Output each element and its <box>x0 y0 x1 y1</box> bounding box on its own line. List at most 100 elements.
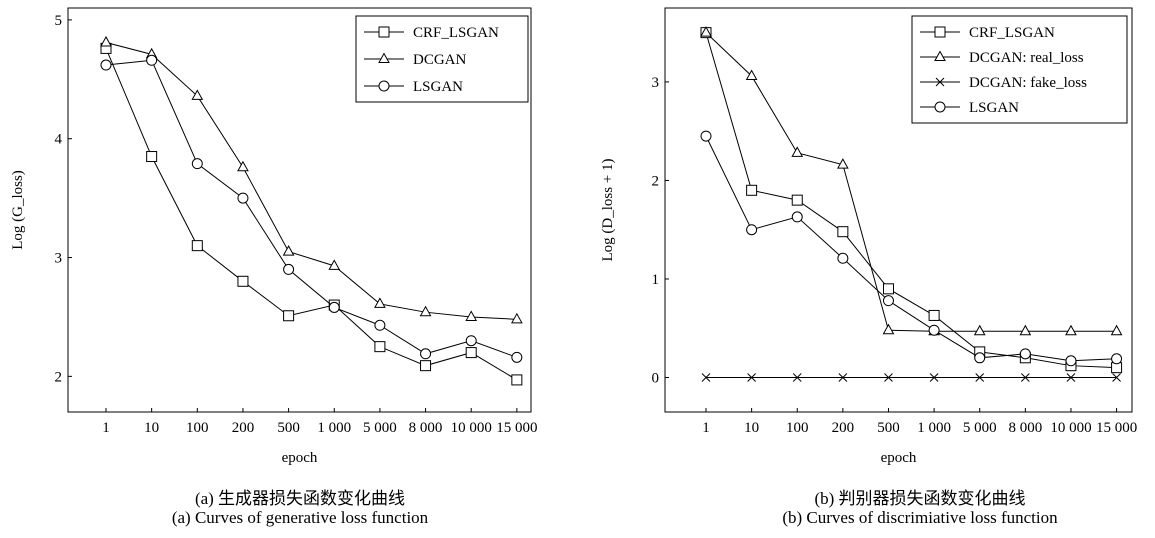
legend-label: CRF_LSGAN <box>969 25 1055 41</box>
caption-b-cn: (b) 判别器损失函数变化曲线 <box>814 489 1026 508</box>
data-point <box>1065 324 1077 336</box>
data-point <box>1019 324 1032 336</box>
data-point <box>838 373 848 382</box>
data-point <box>374 319 386 331</box>
data-point <box>745 69 758 80</box>
x-tick-label: 1 <box>102 420 110 436</box>
data-point <box>747 373 756 382</box>
legend-label: DCGAN: fake_loss <box>969 75 1087 91</box>
data-point <box>837 226 849 238</box>
y-tick-label: 1 <box>652 272 660 288</box>
x-axis-label: epoch <box>881 450 917 466</box>
x-tick-label: 1 <box>702 420 710 436</box>
series-line <box>105 48 518 381</box>
data-point <box>882 295 894 307</box>
data-point <box>1110 324 1123 336</box>
x-tick-label: 200 <box>832 420 855 436</box>
data-point <box>419 305 432 317</box>
data-point <box>700 26 712 37</box>
x-tick-label: 10 <box>144 420 159 436</box>
data-point <box>420 348 432 360</box>
data-point <box>701 373 711 382</box>
data-point <box>374 297 386 308</box>
data-point <box>792 373 802 382</box>
data-point <box>837 252 849 264</box>
y-axis-label: Log (D_loss + 1) <box>600 158 616 261</box>
y-axis-label: Log (G_loss) <box>10 170 26 250</box>
legend-marker <box>378 52 390 63</box>
data-point <box>237 275 249 287</box>
legend-label: DCGAN: real_loss <box>969 50 1084 66</box>
axis-frame <box>664 7 1133 413</box>
legend-label: LSGAN <box>969 100 1019 116</box>
axis-frame <box>67 7 532 413</box>
x-tick-label: 15 000 <box>1096 420 1137 436</box>
caption-b-en: (b) Curves of discrimiative loss functio… <box>782 508 1058 527</box>
y-tick-label: 2 <box>55 369 63 385</box>
data-point <box>146 54 158 66</box>
x-tick-label: 200 <box>232 420 255 436</box>
data-point <box>511 351 523 363</box>
x-tick-label: 100 <box>786 420 809 436</box>
data-point <box>1020 373 1030 382</box>
data-point <box>884 373 893 382</box>
data-point <box>928 324 940 336</box>
data-point <box>283 263 295 275</box>
data-point <box>328 301 340 313</box>
caption-a-cn: (a) 生成器损失函数变化曲线 <box>194 489 406 508</box>
data-point <box>746 184 758 196</box>
series-dcgan-fake-loss <box>701 373 1121 382</box>
y-tick-label: 3 <box>55 251 63 267</box>
data-point <box>282 245 295 256</box>
data-point <box>328 259 341 270</box>
legend-label: DCGAN <box>413 52 467 68</box>
legend-label: LSGAN <box>413 79 463 95</box>
data-point <box>791 211 803 223</box>
data-point <box>746 224 758 236</box>
legend-box <box>911 15 1128 124</box>
series-line <box>705 135 1117 362</box>
x-tick-label: 500 <box>877 420 900 436</box>
legend-marker <box>934 50 946 61</box>
data-point <box>100 59 112 71</box>
data-point <box>929 373 939 382</box>
data-point <box>465 310 478 321</box>
data-point <box>511 374 523 386</box>
series-lsgan <box>100 54 523 363</box>
y-tick-label: 2 <box>652 173 660 189</box>
data-point <box>791 194 803 206</box>
data-point <box>882 323 895 335</box>
series-line <box>705 32 1117 332</box>
data-point <box>465 335 477 347</box>
data-point <box>973 324 986 336</box>
x-tick-label: 5 000 <box>363 420 397 436</box>
x-tick-label: 10 <box>744 420 759 436</box>
y-tick-label: 3 <box>652 75 660 91</box>
data-point <box>420 360 432 372</box>
data-point <box>1019 348 1031 360</box>
x-tick-label: 8 000 <box>409 420 443 436</box>
data-point <box>465 347 477 359</box>
data-point <box>100 35 112 47</box>
x-tick-label: 500 <box>277 420 300 436</box>
legend-marker <box>378 26 390 38</box>
legend-marker <box>934 101 946 113</box>
data-point <box>974 352 986 364</box>
legend: CRF_LSGAN DCGAN LSGAN <box>355 15 529 103</box>
data-point <box>191 240 203 252</box>
legend: CRF_LSGAN DCGAN: real_loss DCGAN: fake_los… <box>911 15 1128 124</box>
discriminative-loss-chart: 0 1 2 3 1 10 100 200 500 1 000 5 000 8 000 10 000 15 … <box>600 7 1137 466</box>
data-point <box>837 158 849 169</box>
legend-marker <box>935 77 945 87</box>
x-tick-label: 10 000 <box>1050 420 1091 436</box>
generative-loss-chart: 2 3 4 5 1 10 100 200 500 1 000 5 000 8 000 10 000 15 … <box>10 7 537 466</box>
x-tick-label: 1 000 <box>317 420 351 436</box>
x-tick-label: 15 000 <box>496 420 537 436</box>
data-point <box>146 151 158 163</box>
x-tick-label: 1 000 <box>917 420 951 436</box>
data-point <box>1111 353 1123 365</box>
data-point <box>374 341 386 353</box>
caption-a-en: (a) Curves of generative loss function <box>171 508 429 527</box>
x-tick-label: 8 000 <box>1008 420 1042 436</box>
